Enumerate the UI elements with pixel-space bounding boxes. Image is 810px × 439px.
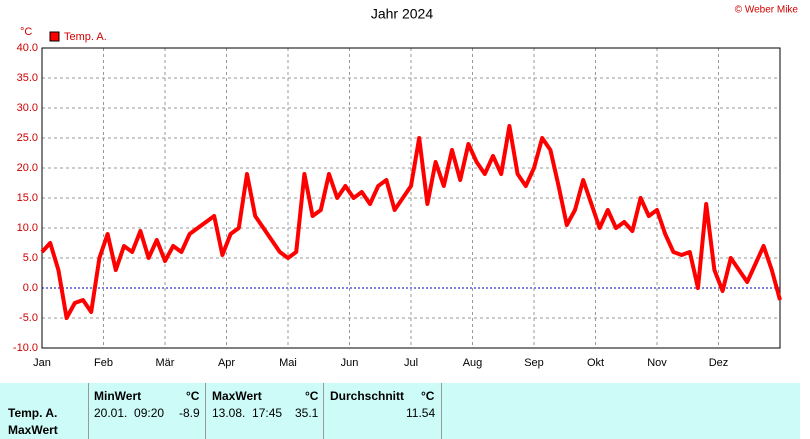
header-cell: Durchschnitt	[330, 389, 405, 403]
y-tick-label: 20.0	[17, 162, 38, 174]
y-axis-label: °C	[20, 26, 32, 38]
y-tick-label: 15.0	[17, 192, 38, 204]
x-tick-label: Dez	[709, 357, 729, 369]
row-label: MaxWert	[8, 423, 58, 437]
cell: -8.9	[179, 406, 200, 420]
y-tick-label: 0.0	[23, 282, 38, 294]
plot-border	[41, 47, 781, 349]
header-cell: MaxWert	[212, 389, 262, 403]
x-tick-label: Sep	[524, 357, 544, 369]
chart: Jahr 2024 © Weber Mike °C -10.0 -5.0 0.0 5.…	[13, 5, 799, 369]
cell: 35.1	[295, 406, 319, 420]
divider	[205, 383, 206, 439]
row-label: Temp. A.	[8, 406, 58, 420]
x-tick-label: Nov	[647, 357, 667, 369]
x-tick-label: Jul	[404, 357, 418, 369]
y-tick-label: 35.0	[17, 72, 38, 84]
x-tick-label: Apr	[218, 357, 235, 369]
header-cell: MinWert	[94, 389, 142, 403]
chart-title: Jahr 2024	[371, 6, 433, 22]
y-tick-label: 5.0	[23, 252, 38, 264]
cell: 13.08. 17:45	[212, 406, 283, 420]
cell: 20.01. 09:20	[94, 406, 165, 420]
x-tick-label: Aug	[463, 357, 483, 369]
header-cell: °C	[186, 389, 200, 403]
data-line	[40, 124, 782, 320]
y-tick-label: 25.0	[17, 132, 38, 144]
divider	[323, 383, 324, 439]
y-tick-label: 40.0	[17, 42, 38, 54]
y-tick-label: -10.0	[13, 342, 38, 354]
stats-table: MinWert °C MaxWert °C Durchschnitt °C Te…	[0, 383, 800, 439]
x-tick-label: Okt	[587, 357, 604, 369]
cell: 11.54	[406, 406, 436, 420]
x-tick-label: Feb	[94, 357, 113, 369]
x-tick-label: Mai	[279, 357, 297, 369]
x-tick-label: Mär	[156, 357, 175, 369]
y-tick-label: 30.0	[17, 102, 38, 114]
x-tick-label: Jun	[341, 357, 359, 369]
header-cell: °C	[305, 389, 319, 403]
divider	[88, 383, 89, 439]
x-tick-label: Jan	[33, 357, 51, 369]
header-cell: °C	[421, 389, 435, 403]
copyright: © Weber Mike	[735, 5, 799, 16]
divider	[441, 383, 442, 439]
legend-label: Temp. A.	[64, 31, 107, 43]
legend-swatch	[49, 31, 60, 42]
y-tick-label: 10.0	[17, 222, 38, 234]
y-tick-label: -5.0	[19, 312, 38, 324]
